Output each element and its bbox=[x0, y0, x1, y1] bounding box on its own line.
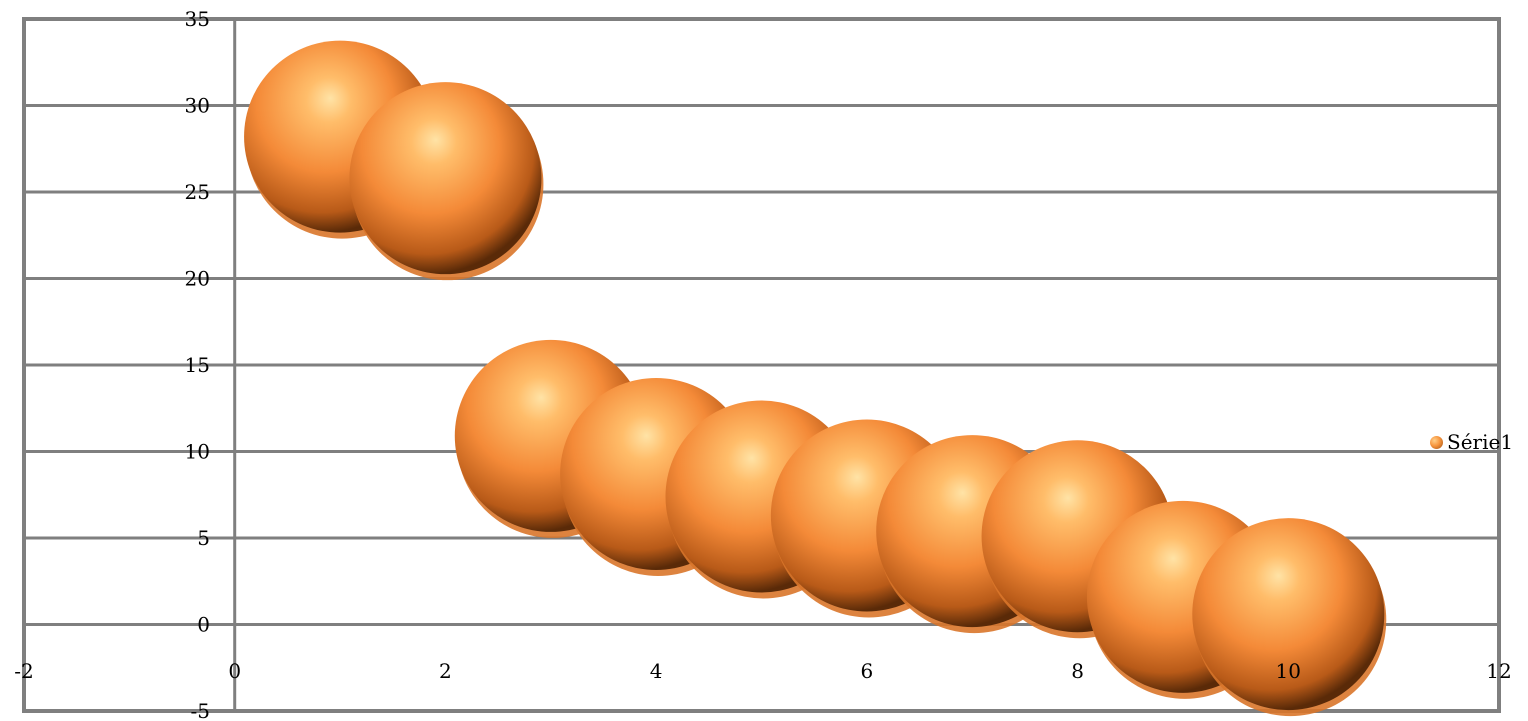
x-tick-label: 8 bbox=[1071, 659, 1084, 683]
x-tick-label: 6 bbox=[860, 659, 873, 683]
y-tick-label: 30 bbox=[185, 94, 210, 118]
y-tick-label: 25 bbox=[185, 180, 210, 204]
y-tick-label: 10 bbox=[185, 440, 210, 464]
y-tick-label: 20 bbox=[185, 267, 210, 291]
y-tick-label: 5 bbox=[197, 526, 210, 550]
bubble-series bbox=[244, 40, 1387, 717]
x-tick-label: 12 bbox=[1486, 659, 1511, 683]
y-tick-label: -5 bbox=[191, 699, 210, 721]
y-tick-labels: -5 0 5 10 15 20 25 30 35 bbox=[185, 7, 210, 721]
x-tick-label: 2 bbox=[439, 659, 452, 683]
legend: Série1 bbox=[1430, 430, 1513, 454]
y-tick-label: 0 bbox=[197, 613, 210, 637]
y-tick-label: 15 bbox=[185, 353, 210, 377]
bubble-point bbox=[349, 82, 544, 281]
legend-label: Série1 bbox=[1447, 430, 1514, 454]
legend-marker bbox=[1430, 435, 1443, 449]
x-tick-label: 0 bbox=[228, 659, 241, 683]
x-tick-label: -2 bbox=[14, 659, 33, 683]
x-tick-label: 10 bbox=[1276, 659, 1301, 683]
x-tick-labels: -2 0 2 4 6 8 10 12 bbox=[14, 659, 1511, 683]
bubble-point bbox=[1192, 518, 1387, 717]
x-tick-label: 4 bbox=[650, 659, 663, 683]
y-tick-label: 35 bbox=[185, 7, 210, 31]
